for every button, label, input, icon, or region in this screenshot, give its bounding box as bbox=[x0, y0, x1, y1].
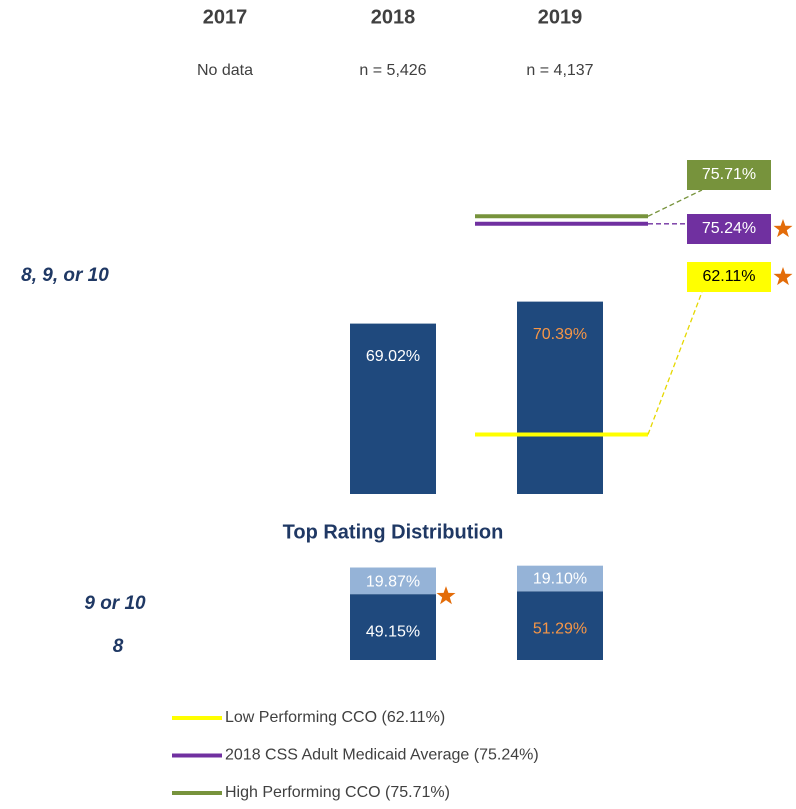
benchmark-box bbox=[687, 160, 771, 190]
distribution-bar bbox=[517, 565, 603, 592]
distribution-label: 19.87% bbox=[366, 573, 420, 590]
benchmark-label: 62.11% bbox=[702, 268, 755, 285]
distribution-bar bbox=[350, 567, 436, 595]
distribution-row-label: 9 or 10 bbox=[84, 593, 146, 614]
distribution-label: 49.15% bbox=[366, 623, 420, 640]
legend-label: Low Performing CCO (62.11%) bbox=[225, 709, 445, 726]
benchmark-connector bbox=[647, 291, 703, 435]
benchmark-box bbox=[687, 214, 771, 244]
sample-size: n = 5,426 bbox=[359, 62, 426, 79]
benchmark-connector bbox=[647, 189, 703, 217]
bar bbox=[517, 301, 603, 494]
year-header: 2018 bbox=[371, 6, 416, 28]
significance-star bbox=[436, 586, 456, 605]
bar bbox=[350, 323, 436, 494]
distribution-label: 51.29% bbox=[533, 620, 587, 637]
distribution-bar bbox=[517, 591, 603, 660]
legend-label: 2018 CSS Adult Medicaid Average (75.24%) bbox=[225, 747, 539, 764]
year-header: 2019 bbox=[538, 6, 583, 28]
significance-star bbox=[773, 219, 793, 238]
sample-size: No data bbox=[197, 62, 253, 79]
benchmark-box bbox=[687, 262, 771, 292]
significance-star bbox=[773, 267, 793, 286]
bar-label: 70.39% bbox=[533, 326, 587, 343]
year-header: 2017 bbox=[203, 6, 248, 28]
distribution-label: 19.10% bbox=[533, 570, 587, 587]
distribution-title: Top Rating Distribution bbox=[283, 521, 504, 543]
row-label: 8, 9, or 10 bbox=[21, 265, 109, 286]
benchmark-label: 75.24% bbox=[702, 220, 756, 237]
legend-label: High Performing CCO (75.71%) bbox=[225, 784, 450, 801]
sample-size: n = 4,137 bbox=[526, 62, 593, 79]
benchmark-label: 75.71% bbox=[702, 166, 756, 183]
distribution-row-label: 8 bbox=[113, 636, 124, 657]
distribution-bar bbox=[350, 594, 436, 660]
bar-label: 69.02% bbox=[366, 348, 420, 365]
